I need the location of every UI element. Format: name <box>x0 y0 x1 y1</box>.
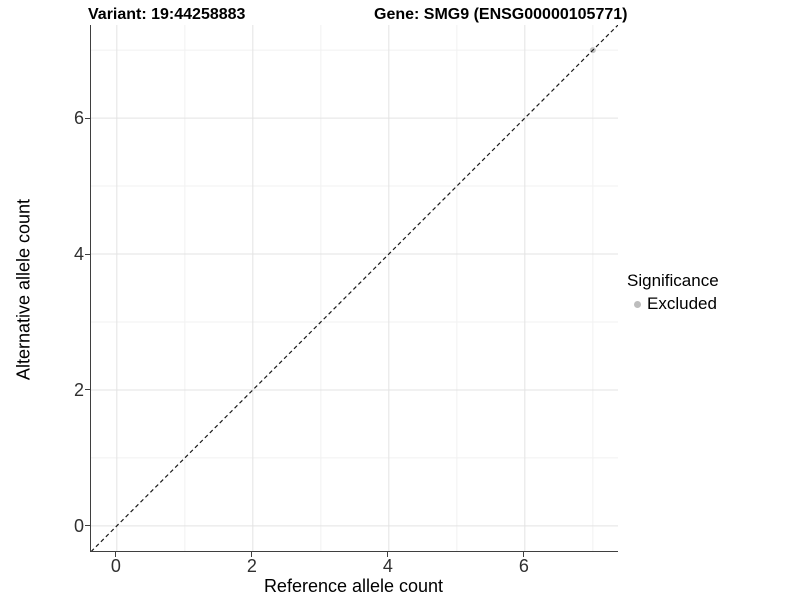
x-tick-label: 0 <box>110 556 121 576</box>
legend-item: Excluded <box>627 294 719 314</box>
x-tick-mark <box>115 552 117 557</box>
plot-title-variant: Variant: 19:44258883 <box>88 6 246 23</box>
x-tick-label: 2 <box>246 556 257 576</box>
identity-line <box>91 25 618 551</box>
y-tick-label: 4 <box>73 244 84 265</box>
x-tick-label: 4 <box>382 556 393 576</box>
y-tick-mark <box>85 253 90 255</box>
x-axis-title: Reference allele count <box>263 576 444 596</box>
y-tick-label: 2 <box>73 379 84 400</box>
x-tick-label: 6 <box>518 556 529 576</box>
y-tick-mark <box>85 389 90 391</box>
plot-title-gene: Gene: SMG9 (ENSG00000105771) <box>374 6 628 23</box>
x-tick-mark <box>523 552 525 557</box>
legend-title: Significance <box>627 271 719 290</box>
y-tick-mark <box>85 117 90 119</box>
y-axis-title: Alternative allele count <box>13 198 34 381</box>
legend-key-dot <box>634 300 641 308</box>
legend-item-label: Excluded <box>647 294 717 313</box>
y-tick-mark <box>85 525 90 527</box>
x-tick-mark <box>251 552 253 557</box>
x-tick-mark <box>387 552 389 557</box>
chart-canvas <box>91 25 618 551</box>
plot-panel <box>90 25 618 552</box>
legend: Significance Excluded <box>627 271 719 314</box>
y-tick-label: 6 <box>73 108 84 129</box>
legend-items: Excluded <box>627 294 719 314</box>
y-tick-label: 0 <box>73 515 84 536</box>
